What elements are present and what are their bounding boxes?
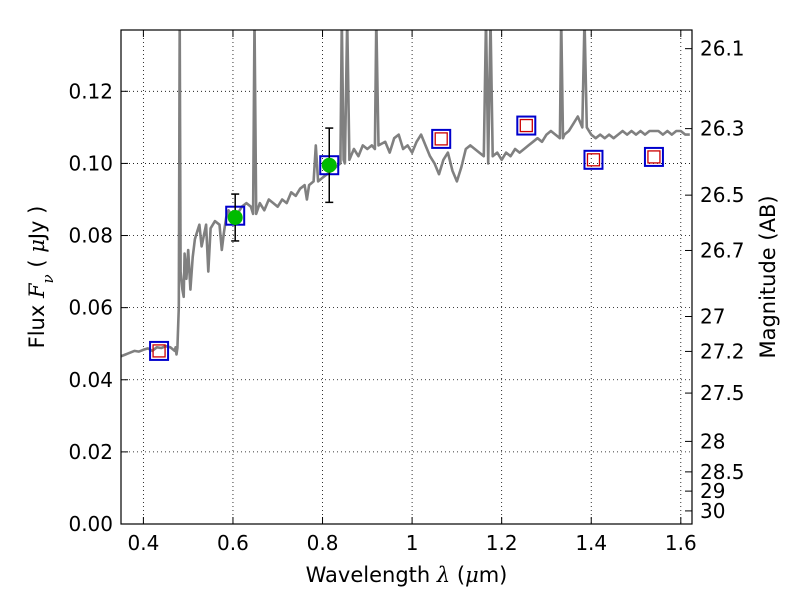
tick-labels: 0.4 0.6 0.8 1 1.2 1.4 1.6 0.00 0.02 0.04 0.06 0.08 0… — [68, 37, 744, 555]
axis-label-part: Flux — [25, 298, 49, 348]
y2-tick-label: 26.3 — [700, 117, 745, 141]
markers-layer — [149, 115, 664, 361]
y2-tick-label: 26.1 — [700, 37, 745, 61]
y2-tick-label: 26.7 — [700, 238, 745, 262]
spectrum-layer — [121, 30, 690, 358]
spectrum-line — [121, 30, 690, 358]
axis-label-part: Jy ) — [25, 206, 49, 242]
x-tick-label: 0.4 — [127, 531, 159, 555]
axis-label-part: ν — [39, 274, 57, 283]
y2-tick-label: 28 — [700, 429, 725, 453]
y2-tick-label: 27 — [700, 305, 725, 329]
x-tick-label: 1.4 — [575, 531, 607, 555]
model-photometry-square — [643, 146, 664, 167]
upper-limit-square — [586, 153, 601, 167]
upper-limit-square — [152, 344, 166, 358]
upper-limit-square — [647, 150, 661, 164]
model-photometry-square — [431, 128, 452, 149]
y-tick-label: 0.06 — [68, 296, 113, 320]
plot-frame — [120, 29, 693, 525]
axis-label-part: ( — [450, 563, 465, 587]
y2-axis-label: Magnitude (AB) — [756, 195, 780, 358]
x-tick-label: 0.8 — [307, 531, 339, 555]
y-tick-label: 0.00 — [68, 512, 113, 536]
model-photometry-square — [583, 149, 604, 170]
upper-limit-square — [519, 118, 533, 133]
axis-label-part: ( — [25, 253, 49, 275]
x-tick-label: 0.6 — [217, 531, 249, 555]
model-photometry-square — [149, 340, 170, 361]
axis-label-part: F — [25, 282, 49, 299]
axis-label-part: Wavelength — [306, 563, 437, 587]
detection-point — [227, 210, 243, 226]
axis-label-part: μ — [465, 563, 479, 587]
axis-label-part: μ — [25, 239, 49, 253]
y-tick-label: 0.10 — [68, 151, 113, 175]
y2-tick-label: 27.5 — [700, 381, 745, 405]
y-tick-label: 0.08 — [68, 224, 113, 248]
ticks — [121, 30, 692, 525]
y-tick-label: 0.02 — [68, 440, 113, 464]
y2-tick-label: 26.5 — [700, 183, 745, 207]
detection-point — [321, 157, 337, 173]
y-axis-label: Flux Fν ( μJy ) — [25, 206, 57, 349]
x-tick-label: 1.2 — [486, 531, 518, 555]
x-tick-label: 1 — [406, 531, 419, 555]
axis-label-part: λ — [436, 563, 450, 587]
axis-label-part: m) — [479, 563, 508, 587]
y-tick-label: 0.12 — [68, 79, 113, 103]
y2-tick-label: 27.2 — [700, 339, 745, 363]
x-tick-label: 1.6 — [665, 531, 697, 555]
y-tick-label: 0.04 — [68, 368, 113, 392]
y2-tick-label: 28.5 — [700, 460, 745, 484]
y2-tick-label: 30 — [700, 499, 725, 523]
y2-tick-label: 29 — [700, 479, 725, 503]
upper-limit-square — [434, 132, 448, 146]
x-axis-label: Wavelength λ (μm) — [306, 563, 508, 587]
model-photometry-square — [516, 115, 537, 136]
